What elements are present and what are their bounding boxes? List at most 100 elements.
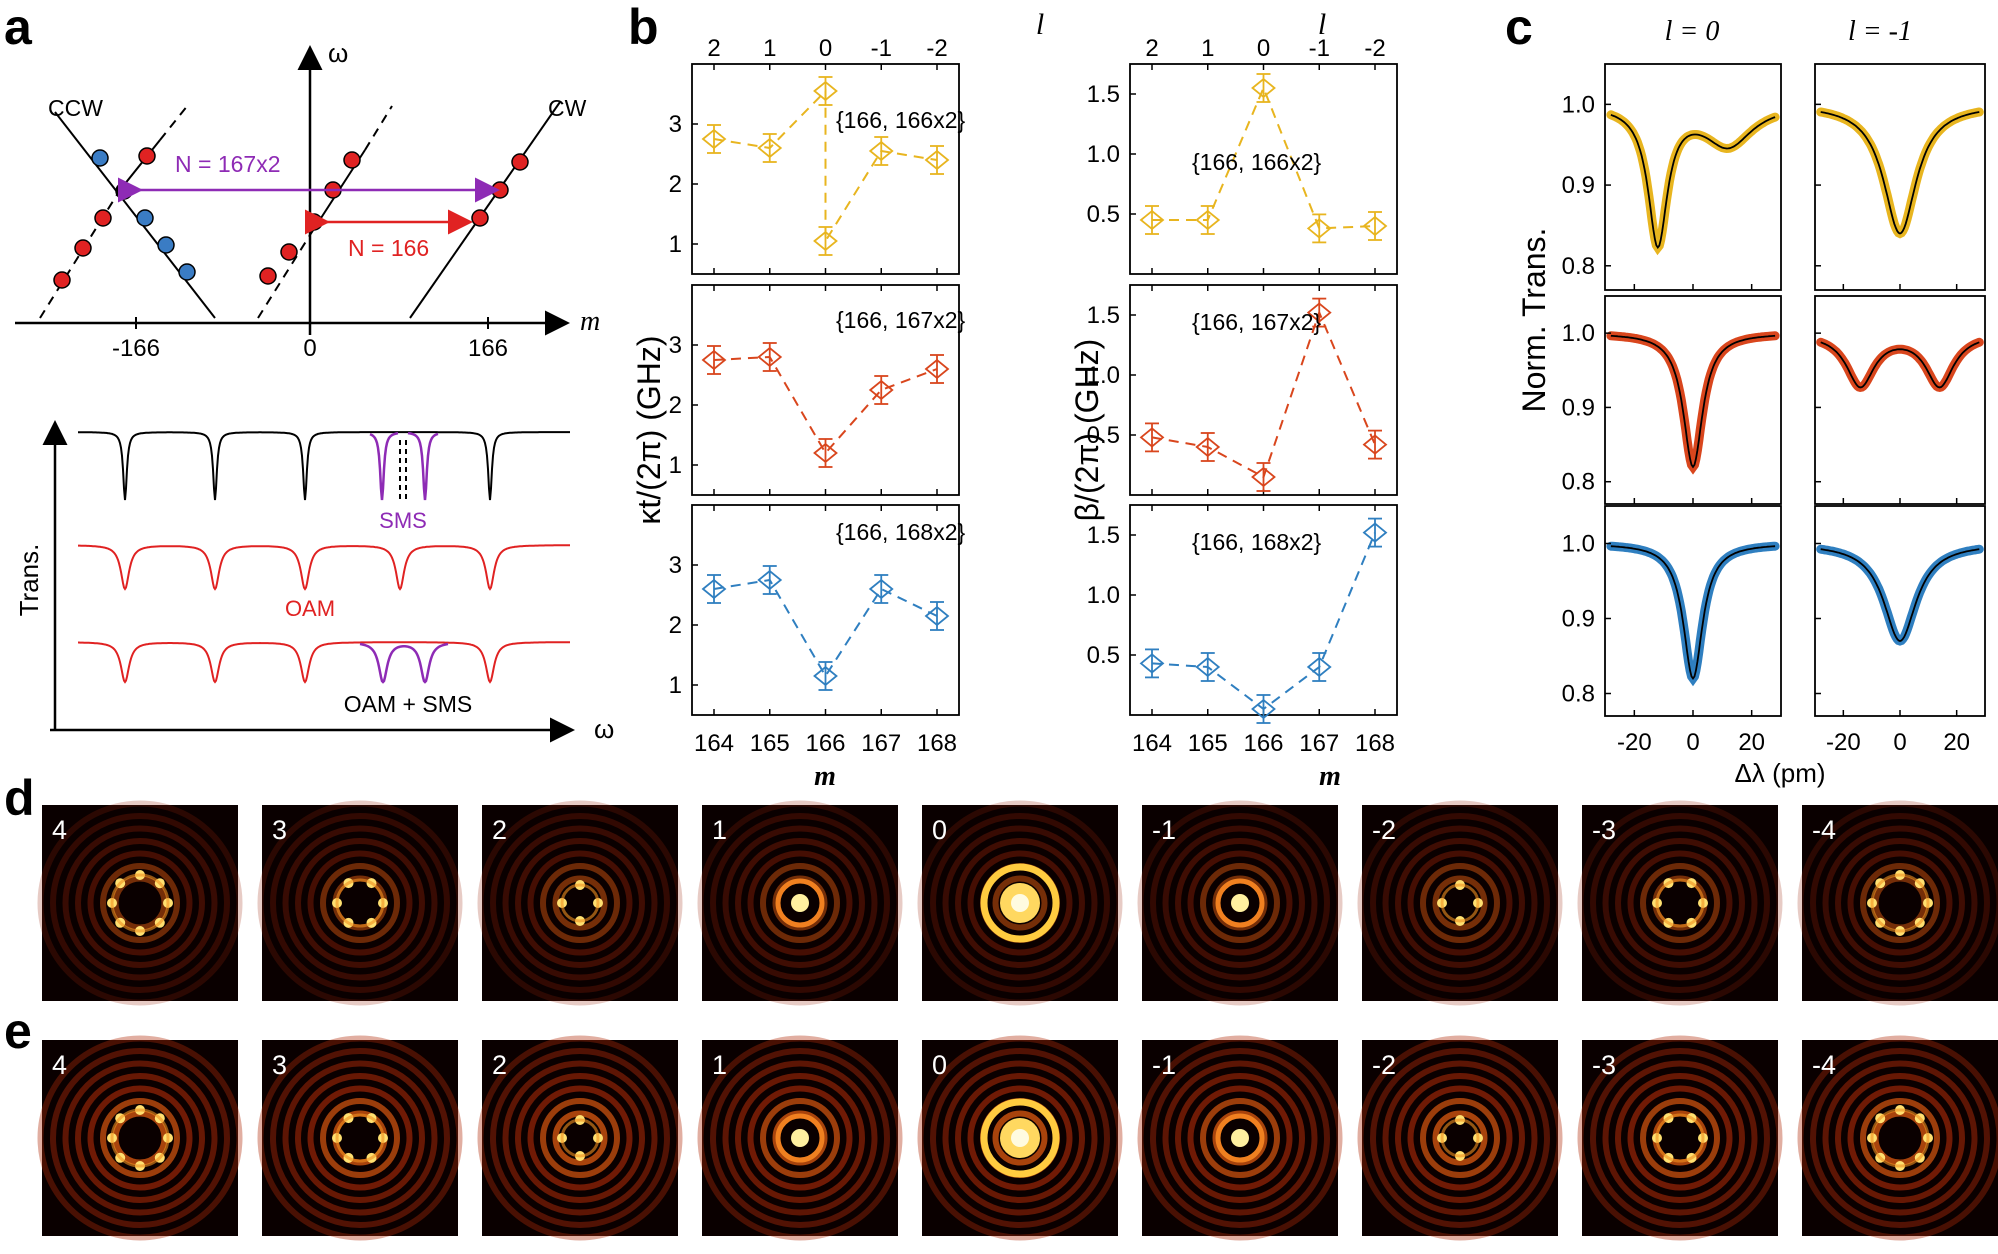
mode-ring (1640, 863, 1720, 943)
mode-ring (1382, 825, 1538, 981)
top-tick-label: -1 (871, 35, 892, 62)
tick-label-pos166: 166 (468, 335, 508, 362)
panel-label-c: c (1505, 0, 1533, 55)
dot (178, 263, 196, 281)
mode-label: 1 (712, 815, 727, 845)
top-tick-label: 0 (819, 35, 832, 62)
data-point (757, 346, 783, 368)
mode-ring-bright (980, 1098, 1060, 1178)
mode-ring-bright (1215, 878, 1265, 928)
mode-label: 2 (492, 1050, 507, 1080)
m-label: m (580, 306, 600, 337)
mode-image-bg (1802, 1040, 1998, 1236)
mode-ring (722, 1060, 878, 1216)
mode-label: -4 (1812, 1050, 1836, 1080)
mode-ring (992, 1110, 1048, 1166)
mode-label: -3 (1592, 815, 1616, 845)
mode-label: 3 (272, 815, 287, 845)
oam-label: OAM (285, 596, 335, 621)
mode-ring (527, 850, 633, 956)
mode-ring-inner (335, 878, 385, 928)
mode-image: 2 (477, 1035, 683, 1241)
dot (136, 209, 154, 227)
fit-curve (1610, 113, 1776, 250)
mode-ring (1615, 838, 1745, 968)
y-tick-label: 1 (669, 231, 682, 258)
x-tick-label: 167 (1299, 730, 1339, 757)
trans-frame (1814, 295, 1986, 505)
mode-ring (1162, 825, 1318, 981)
cw-branch-left-dash (159, 104, 189, 141)
y-tick-label: 2 (669, 392, 682, 419)
mode-ring (1420, 863, 1500, 943)
x-tick-label: 164 (694, 730, 734, 757)
mode-ring (1615, 1073, 1745, 1203)
cw-branch (409, 101, 561, 319)
mode-ring (930, 1048, 1110, 1228)
mode-ring (62, 1060, 218, 1216)
ylabel-beta: β/(2π) (GHz) (1069, 339, 1105, 522)
dot (305, 213, 323, 231)
mode-label: 3 (272, 1050, 287, 1080)
y-tick-label: 0.8 (1562, 469, 1595, 496)
y-tick-label: 2 (669, 612, 682, 639)
data-point (868, 578, 894, 600)
sms-label: SMS (379, 508, 427, 533)
series-annotation: {166, 166x2} (1192, 149, 1322, 175)
data-point (868, 140, 894, 162)
mode-ring (295, 1073, 425, 1203)
trans-frame (1814, 63, 1986, 291)
mode-ring (75, 1073, 205, 1203)
mode-image: 2 (477, 800, 683, 1006)
mode-ring (1432, 1110, 1488, 1166)
mode-core (1231, 894, 1249, 912)
y-tick-label: 0.5 (1087, 642, 1120, 669)
mode-image: -2 (1357, 800, 1563, 1006)
fit-curve (1820, 111, 1980, 235)
mode-ring-inner (1655, 878, 1705, 928)
mode-image: -3 (1577, 800, 1783, 1006)
mode-label: -2 (1372, 1050, 1396, 1080)
dot (259, 267, 277, 285)
mode-ring (477, 800, 683, 1006)
panel-b: l l κt/(2π) (GHz) β/(2π) (GHz) m m 1 2 3 {1… (631, 8, 1398, 792)
mode-label: -1 (1152, 1050, 1176, 1080)
title-lm1: l = -1 (1848, 16, 1912, 47)
dot (94, 209, 112, 227)
mode-ring (1835, 1073, 1965, 1203)
tick-label-0: 0 (303, 335, 316, 362)
series-line (1151, 532, 1376, 711)
x-tick-label: 164 (1132, 730, 1172, 757)
mode-ring (87, 1085, 193, 1191)
y-tick-label: 0.9 (1562, 394, 1595, 421)
top-tick-label: 1 (763, 35, 776, 62)
mode-ring (62, 825, 218, 981)
x-tick-label: 168 (917, 730, 957, 757)
omega-label: ω (328, 38, 348, 68)
mode-ring (320, 1098, 400, 1178)
x-tick-label: 167 (861, 730, 901, 757)
y-tick-label: 1.0 (1087, 362, 1120, 389)
x-tick-label: 168 (1355, 730, 1395, 757)
x-tick-label: 165 (1188, 730, 1228, 757)
oam-sms-label: OAM + SMS (344, 691, 472, 717)
n-purple-label: N = 167x2 (175, 151, 281, 177)
spectrum-oam (78, 544, 570, 591)
data-point (1306, 656, 1332, 678)
mode-ring (1797, 1035, 1998, 1241)
data-point (1195, 209, 1221, 231)
mode-ring (295, 838, 425, 968)
mode-ring (760, 1098, 840, 1178)
mode-ring (1810, 813, 1990, 993)
mode-ring (477, 1035, 683, 1241)
mode-ring (540, 863, 620, 943)
mode-ring (710, 1048, 890, 1228)
mode-image: 3 (257, 800, 463, 1006)
dot (471, 209, 489, 227)
y-tick-label: 0.8 (1562, 681, 1595, 708)
mode-ring (1590, 1048, 1770, 1228)
dot (91, 149, 109, 167)
series-annotation: {166, 167x2} (836, 307, 966, 333)
data-point (701, 349, 727, 371)
mode-ring (320, 863, 400, 943)
